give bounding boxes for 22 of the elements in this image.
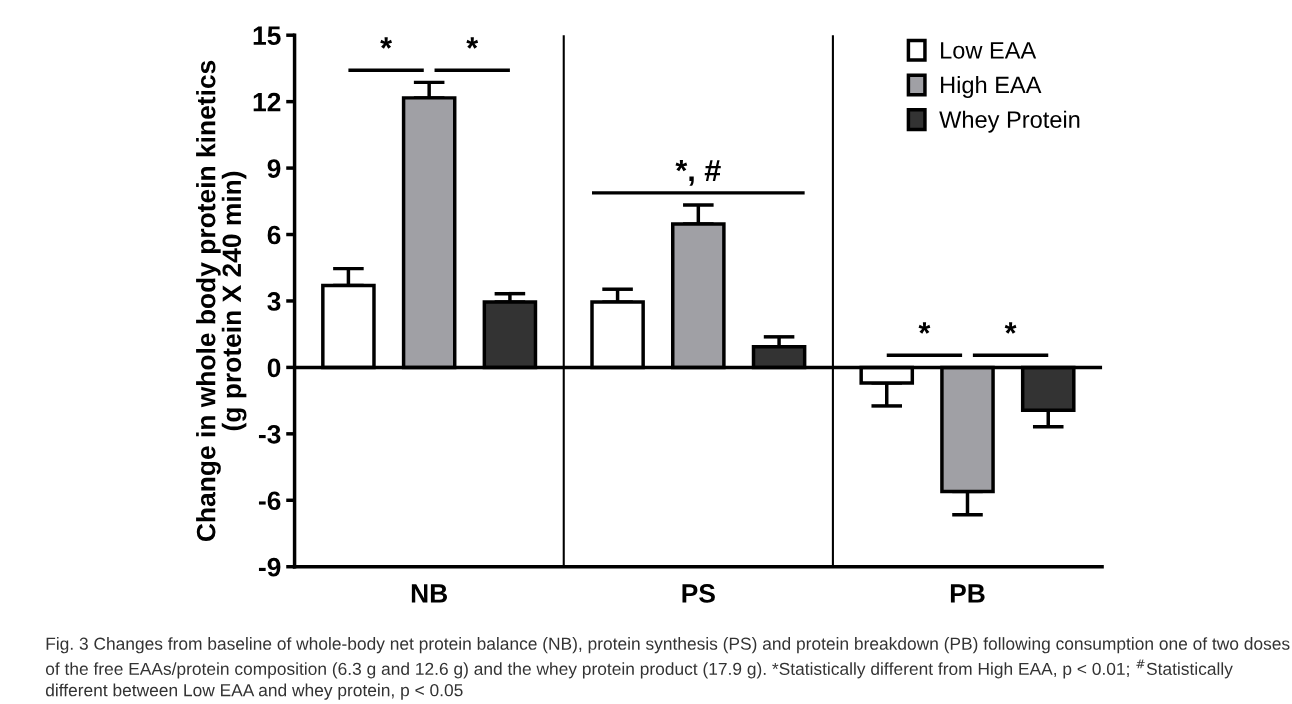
annotation: * — [380, 37, 393, 49]
y-tick-label: -3 — [258, 424, 281, 444]
y-tick-label: -6 — [258, 491, 281, 511]
y-tick-label: 3 — [267, 292, 281, 311]
annotation: *, # — [675, 159, 721, 186]
annotation: * — [1004, 322, 1017, 334]
y-tick-label: 12 — [253, 92, 281, 112]
y-axis-title: Change in whole body protein kinetics (g protein X 240 min) — [196, 60, 247, 542]
y-tick-label: 9 — [267, 159, 281, 178]
x-tick-label: PB — [950, 584, 985, 603]
legend-label: Low EAA — [941, 42, 1037, 59]
legend-label: Whey Protein — [939, 110, 1080, 133]
text: Fig. 3 Changes from baseline of whole-body net protein balance (NB), protein synthesis (PS) and protein breakdown (PB) following consumption one of two doses of the free EAAs/protein composition (6.3 g and 12.6 g) and the whey protein product (17.9 g). *Statistically different from High EAA, p < 0.01; $^{#}$Statistically different between Low EAA and whey protein, p < 0.05 — [45, 637, 1290, 700]
y-tick-label: 6 — [267, 225, 281, 245]
x-tick-label: NB — [411, 584, 448, 603]
x-tick-label: PS — [682, 584, 715, 603]
legend-label: High EAA — [941, 75, 1042, 98]
annotation: * — [466, 37, 479, 49]
y-tick-label: 15 — [253, 26, 281, 46]
y-tick-label: -9 — [258, 557, 281, 577]
annotation: * — [918, 322, 931, 334]
y-tick-label: 0 — [267, 358, 281, 378]
